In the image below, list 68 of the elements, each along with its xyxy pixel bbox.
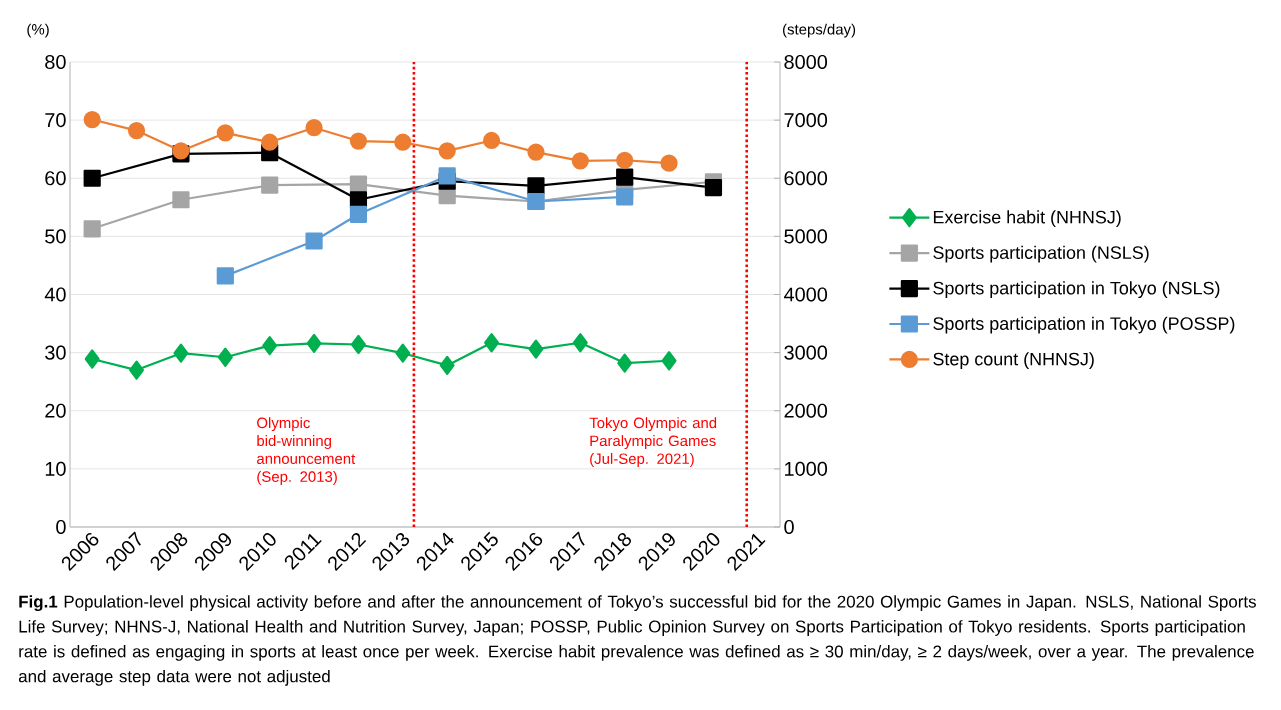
point	[438, 167, 456, 185]
point	[262, 336, 278, 356]
y-tick-label: 60	[45, 171, 66, 186]
legend-label: Exercise habit (NHNSJ)	[933, 210, 1121, 228]
y-tick-label: 20	[45, 403, 66, 418]
point	[438, 142, 456, 160]
point	[349, 205, 368, 223]
y-tick-label: 30	[45, 345, 66, 360]
point	[83, 110, 101, 129]
point	[482, 131, 501, 150]
y2-tick-label: 4000	[783, 287, 828, 302]
legend-label: Step count (NHNSJ)	[933, 352, 1094, 369]
point	[349, 175, 368, 193]
y2-tick-label: 0	[784, 519, 794, 535]
point	[528, 339, 544, 359]
point	[306, 333, 322, 353]
point	[305, 119, 323, 137]
point	[616, 151, 634, 169]
point	[173, 343, 189, 363]
point	[616, 168, 634, 186]
point	[216, 124, 234, 142]
point	[527, 177, 545, 195]
point	[127, 121, 146, 140]
point	[84, 349, 100, 369]
legend-label: Sports participation in Tokyo (POSSP)	[933, 316, 1235, 334]
point	[616, 188, 634, 206]
point	[129, 360, 145, 380]
point	[172, 191, 190, 209]
point	[261, 133, 279, 151]
point	[660, 154, 678, 172]
point	[527, 143, 545, 161]
ref-line-label: Olympic bid-winning announcement (Sep. 2013)	[257, 417, 356, 485]
point	[661, 351, 677, 371]
y2-tick-label: 8000	[784, 54, 828, 70]
point	[216, 267, 234, 285]
point	[83, 220, 101, 238]
point	[305, 232, 323, 250]
point	[571, 152, 589, 170]
point	[704, 178, 723, 197]
y2-tick-label: 1000	[785, 461, 828, 476]
text: Fig.1 Population-level physical activity before and after the announcement of Tokyo’s successful bid for the 2020 Olympic Games in Japan. NSLS, National Sports Life Survey; NHNS-J, National Health and Nutrition Survey, Japan; POSSP, Public Opinion Survey on Sports Participation of Tokyo residents. Sports participation rate is defined as engaging in sports at least once per week. Exercise habit prevalence was defined as ≥ 30 min/day, ≥ 2 days/week, over a year. The prevalence and average step data were not adjusted	[18, 595, 1256, 686]
point	[394, 133, 412, 151]
y2-tick-label: 7000	[784, 113, 828, 128]
y2-tick-label: 5000	[784, 229, 828, 244]
y2-tick-label: 6000	[784, 171, 828, 186]
point	[83, 169, 101, 187]
ref-line-label: Tokyo Olympic and Paralympic Games (Jul-Sep. 2021)	[589, 417, 717, 467]
point	[439, 355, 455, 376]
y-tick-label: 50	[45, 229, 66, 244]
point	[572, 333, 588, 353]
y-tick-label: 40	[44, 287, 66, 302]
legend-label: Sports participation in Tokyo (NSLS)	[933, 281, 1220, 298]
y2-tick-label: 2000	[784, 403, 828, 418]
y-tick-label: 0	[56, 519, 66, 535]
y2-tick-label: 3000	[784, 345, 828, 360]
point	[350, 334, 366, 355]
point	[217, 347, 233, 367]
y-tick-label: 10	[45, 461, 66, 476]
point	[261, 176, 279, 194]
y-axis-title: (%)	[27, 23, 49, 38]
point	[349, 132, 368, 150]
point	[484, 333, 500, 353]
legend-label: Sports participation (NSLS)	[933, 245, 1149, 263]
y2-axis-title: (steps/day)	[783, 23, 856, 38]
y-tick-label: 80	[45, 54, 66, 70]
y-tick-label: 70	[45, 113, 66, 128]
point	[617, 353, 633, 373]
point	[395, 343, 411, 363]
